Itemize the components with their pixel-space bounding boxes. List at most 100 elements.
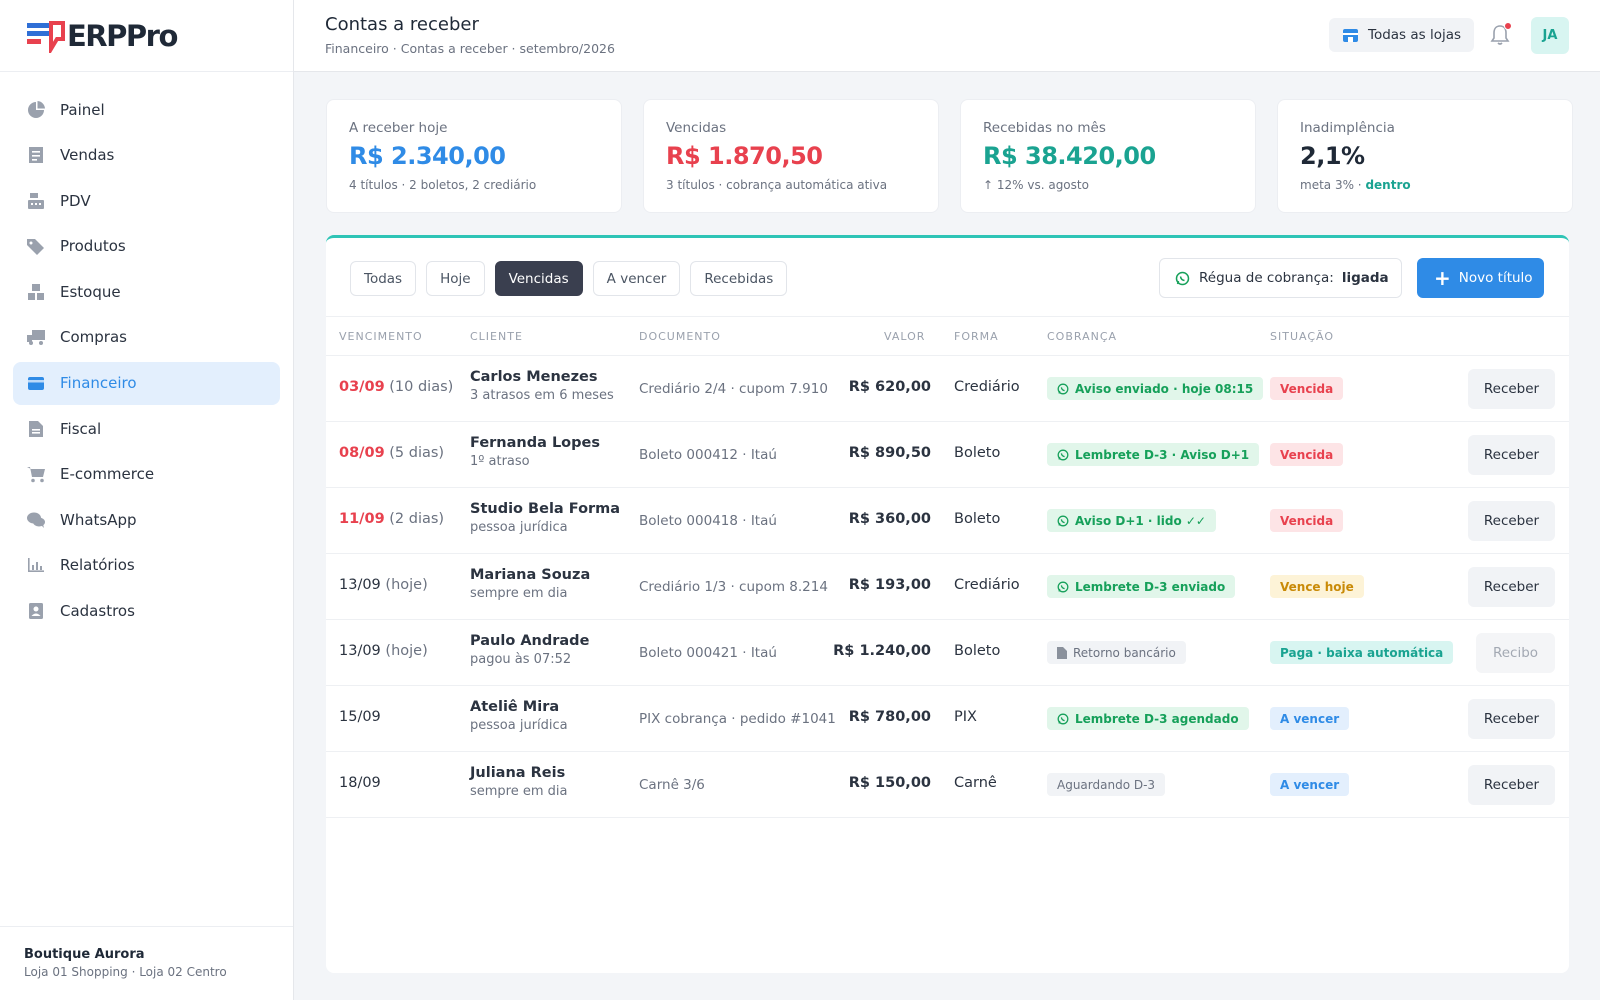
client-name[interactable]: Fernanda Lopes bbox=[470, 435, 600, 451]
receipt-icon bbox=[26, 145, 46, 165]
table-row[interactable]: 13/09 (hoje) Paulo Andrade pagou às 07:5… bbox=[326, 620, 1569, 686]
sidebar-item-produtos[interactable]: Produtos bbox=[13, 225, 280, 268]
sidebar: ERPPro Painel Vendas PDV Produtos Estoqu… bbox=[0, 0, 294, 1000]
filter-chip-todas[interactable]: Todas bbox=[350, 261, 417, 296]
notifications-bell-icon[interactable] bbox=[1490, 22, 1512, 48]
collection-status-badge: Lembrete D-3 enviado bbox=[1047, 575, 1236, 598]
client-name[interactable]: Studio Bela Forma bbox=[470, 501, 621, 517]
client-name[interactable]: Ateliê Mira bbox=[470, 699, 560, 715]
store-select[interactable]: Todas as lojas bbox=[1329, 18, 1474, 52]
sidebar-item-compras[interactable]: Compras bbox=[13, 316, 280, 359]
client-note: sempre em dia bbox=[470, 784, 568, 799]
receber-button[interactable]: Receber bbox=[1468, 369, 1555, 409]
sidebar-item-financeiro[interactable]: Financeiro bbox=[13, 361, 280, 405]
col-situacao[interactable]: SITUAÇÃO bbox=[1270, 330, 1334, 343]
table-row[interactable]: 13/09 (hoje) Mariana Souza sempre em dia… bbox=[326, 554, 1569, 620]
sidebar-item-fiscal[interactable]: Fiscal bbox=[13, 407, 280, 450]
collection-status-badge: Aviso D+1 · lido ✓✓ bbox=[1047, 509, 1216, 532]
tags-icon bbox=[26, 236, 46, 256]
client: Mariana Souza sempre em dia bbox=[470, 567, 590, 601]
status-badge: Vencida bbox=[1270, 377, 1344, 400]
novo-titulo-button[interactable]: + Novo título bbox=[1417, 258, 1544, 298]
col-vencimento[interactable]: VENCIMENTO bbox=[339, 330, 423, 343]
collection-status-badge: Lembrete D-3 · Aviso D+1 bbox=[1047, 443, 1260, 466]
table-row[interactable]: 08/09 (5 dias) Fernanda Lopes 1º atraso … bbox=[326, 422, 1569, 488]
filter-chip-recebidas[interactable]: Recebidas bbox=[690, 261, 788, 296]
pie-chart-icon bbox=[26, 100, 46, 120]
recibo-button[interactable]: Recibo bbox=[1476, 633, 1555, 673]
sidebar-item-label: Cadastros bbox=[60, 602, 135, 621]
client-name[interactable]: Mariana Souza bbox=[470, 567, 591, 583]
kpi-card[interactable]: Inadimplência 2,1% meta 3% · dentro bbox=[1277, 99, 1573, 213]
status-badge: Vencida bbox=[1270, 509, 1344, 532]
col-cobranca[interactable]: COBRANÇA bbox=[1047, 330, 1118, 343]
store-info[interactable]: Boutique Aurora Loja 01 Shopping · Loja … bbox=[0, 926, 293, 1000]
sidebar-item-vendas[interactable]: Vendas bbox=[13, 134, 280, 177]
due-date: 13/09 (hoje) bbox=[339, 643, 428, 659]
filter-chips: Todas Hoje Vencidas A vencer Recebidas bbox=[350, 261, 797, 296]
client: Ateliê Mira pessoa jurídica bbox=[470, 699, 568, 733]
col-valor[interactable]: VALOR bbox=[884, 330, 926, 343]
amount: R$ 360,00 bbox=[848, 511, 931, 527]
client-name[interactable]: Juliana Reis bbox=[470, 765, 566, 781]
collection-status-badge: Aviso enviado · hoje 08:15 bbox=[1047, 377, 1264, 400]
breadcrumb: Financeiro · Contas a receber · setembro… bbox=[325, 41, 615, 56]
whatsapp-icon bbox=[1175, 271, 1190, 286]
collection-status-text: Aviso enviado · hoje 08:15 bbox=[1075, 381, 1254, 396]
filter-chip-a-vencer[interactable]: A vencer bbox=[592, 261, 681, 296]
filter-chip-hoje[interactable]: Hoje bbox=[426, 261, 485, 296]
receber-button[interactable]: Receber bbox=[1468, 765, 1555, 805]
kpi-value: R$ 1.870,50 bbox=[666, 142, 823, 170]
sidebar-item-estoque[interactable]: Estoque bbox=[13, 270, 280, 313]
regua-label: Régua de cobrança: bbox=[1199, 270, 1334, 286]
payment-method: Carnê bbox=[954, 775, 997, 791]
sidebar-item-label: Fiscal bbox=[60, 419, 102, 438]
client-name[interactable]: Carlos Menezes bbox=[470, 369, 598, 385]
due-date-value: 11/09 bbox=[339, 511, 385, 527]
payment-method: Boleto bbox=[954, 643, 1001, 659]
kpi-subtext: meta 3% · dentro bbox=[1300, 178, 1572, 192]
receber-button[interactable]: Receber bbox=[1468, 699, 1555, 739]
sidebar-item-pdv[interactable]: PDV bbox=[13, 179, 280, 222]
novo-titulo-label: Novo título bbox=[1458, 270, 1533, 286]
col-documento[interactable]: DOCUMENTO bbox=[639, 330, 721, 343]
receber-button[interactable]: Receber bbox=[1468, 435, 1555, 475]
kpi-card[interactable]: Recebidas no mês R$ 38.420,00 ↑ 12% vs. … bbox=[960, 99, 1256, 213]
sidebar-item-e-commerce[interactable]: E-commerce bbox=[13, 453, 280, 496]
table-row[interactable]: 18/09 Juliana Reis sempre em dia Carnê 3… bbox=[326, 752, 1569, 818]
sidebar-item-label: Vendas bbox=[60, 146, 115, 165]
payment-method: Crediário bbox=[954, 379, 1020, 395]
payment-method: Crediário bbox=[954, 577, 1020, 593]
due-date: 08/09 (5 dias) bbox=[339, 445, 444, 461]
sidebar-item-label: Compras bbox=[60, 328, 127, 347]
kpi-card[interactable]: Vencidas R$ 1.870,50 3 títulos · cobranç… bbox=[643, 99, 939, 213]
amount: R$ 150,00 bbox=[848, 775, 931, 791]
sidebar-item-whatsapp[interactable]: WhatsApp bbox=[13, 498, 280, 541]
sidebar-item-label: Estoque bbox=[60, 282, 121, 301]
amount: R$ 780,00 bbox=[848, 709, 931, 725]
logo[interactable]: ERPPro bbox=[0, 0, 293, 72]
status-badge: Vencida bbox=[1270, 443, 1344, 466]
sidebar-item-cadastros[interactable]: Cadastros bbox=[13, 590, 280, 633]
sidebar-item-painel[interactable]: Painel bbox=[13, 88, 280, 131]
status-badge: A vencer bbox=[1270, 773, 1350, 796]
kpi-card[interactable]: A receber hoje R$ 2.340,00 4 títulos · 2… bbox=[326, 99, 622, 213]
sidebar-item-relat-rios[interactable]: Relatórios bbox=[13, 544, 280, 587]
receber-button[interactable]: Receber bbox=[1468, 501, 1555, 541]
due-date-value: 08/09 bbox=[339, 445, 385, 461]
collection-status-text: Aguardando D-3 bbox=[1057, 777, 1156, 792]
table-row[interactable]: 03/09 (10 dias) Carlos Menezes 3 atrasos… bbox=[326, 356, 1569, 422]
document: Crediário 2/4 · cupom 7.910 bbox=[639, 381, 828, 397]
collection-status-text: Lembrete D-3 enviado bbox=[1075, 579, 1226, 594]
user-avatar[interactable]: JA bbox=[1531, 17, 1569, 54]
table-row[interactable]: 15/09 Ateliê Mira pessoa jurídica PIX co… bbox=[326, 686, 1569, 752]
col-forma[interactable]: FORMA bbox=[954, 330, 999, 343]
regua-cobranca-toggle[interactable]: Régua de cobrança: ligada bbox=[1159, 258, 1402, 298]
col-cliente[interactable]: CLIENTE bbox=[470, 330, 523, 343]
due-date: 18/09 bbox=[339, 775, 381, 791]
receber-button[interactable]: Receber bbox=[1468, 567, 1555, 607]
client-name[interactable]: Paulo Andrade bbox=[470, 633, 590, 649]
filter-chip-vencidas[interactable]: Vencidas bbox=[494, 261, 583, 296]
table-row[interactable]: 11/09 (2 dias) Studio Bela Forma pessoa … bbox=[326, 488, 1569, 554]
kpi-status: dentro bbox=[1365, 178, 1411, 192]
